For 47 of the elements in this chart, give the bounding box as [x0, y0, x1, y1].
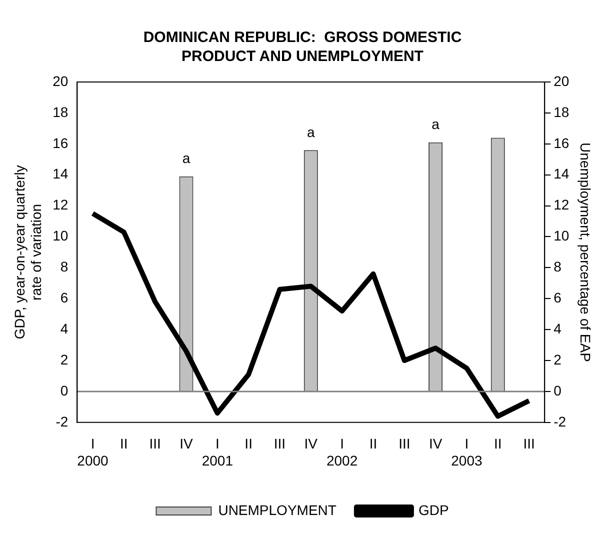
y-tick-label: 4	[60, 320, 68, 336]
x-tick-label: III	[149, 436, 161, 452]
y2-tick-label: 16	[554, 134, 570, 151]
y2-tick-label: 2	[554, 351, 562, 368]
y-tick-label: 18	[52, 104, 68, 120]
y2-tick-label: 14	[554, 166, 570, 182]
x-tick-label: III	[398, 436, 410, 452]
y-tick-label: 14	[52, 166, 68, 182]
data-label: a	[182, 150, 190, 166]
x-tick-label: IV	[428, 436, 443, 452]
y-tick-label: 2	[60, 351, 68, 368]
y-tick-label: -2	[56, 413, 68, 430]
x-tick-label: II	[120, 436, 128, 452]
y-tick-label: 6	[60, 289, 68, 306]
x-tick-label: II	[369, 436, 378, 452]
data-label: a	[432, 116, 440, 132]
y2-tick-label: 10	[554, 228, 570, 244]
data-label: a	[307, 124, 315, 140]
x-tick-label: IV	[180, 436, 194, 452]
x-tick-label: IV	[304, 436, 318, 452]
y2-axis-title: Unemployment, percentage of EAP	[578, 142, 594, 362]
legend-label: UNEMPLOYMENT	[218, 502, 337, 518]
y-tick-label: 10	[52, 228, 68, 244]
y2-tick-label: 12	[554, 196, 570, 213]
y-axis-title: GDP, year-on-year quarterly rate of variation	[11, 165, 44, 340]
y-tick-label: 0	[60, 382, 68, 398]
y2-tick-label: 18	[554, 104, 570, 120]
y2-tick-label: 8	[554, 258, 562, 275]
x-tick-label: II	[244, 436, 252, 452]
y2-tick-label: 4	[554, 320, 562, 336]
legend-label: GDP	[418, 502, 449, 518]
x-tick-label: III	[274, 436, 286, 452]
y-tick-label: 8	[60, 258, 68, 275]
x-tick-label: I 2001	[202, 436, 234, 468]
chart-title: DOMINICAN REPUBLIC: GROSS DOMESTIC PRODUCT AND UNEMPLOYMENT	[142, 28, 463, 66]
y2-tick-label: 6	[554, 289, 562, 306]
y-tick-label: 12	[52, 196, 68, 213]
x-tick-label: I 2002	[326, 436, 358, 468]
x-tick-label: I 2000	[77, 436, 109, 468]
y2-tick-label: 20	[554, 72, 570, 89]
y-tick-label: 20	[52, 72, 68, 89]
x-tick-label: III	[523, 436, 535, 452]
x-tick-label: I 2003	[451, 436, 482, 468]
y2-tick-label: -2	[554, 413, 566, 430]
y-tick-label: 16	[52, 134, 68, 151]
y2-tick-label: 0	[554, 382, 562, 398]
x-tick-label: II	[494, 436, 502, 452]
